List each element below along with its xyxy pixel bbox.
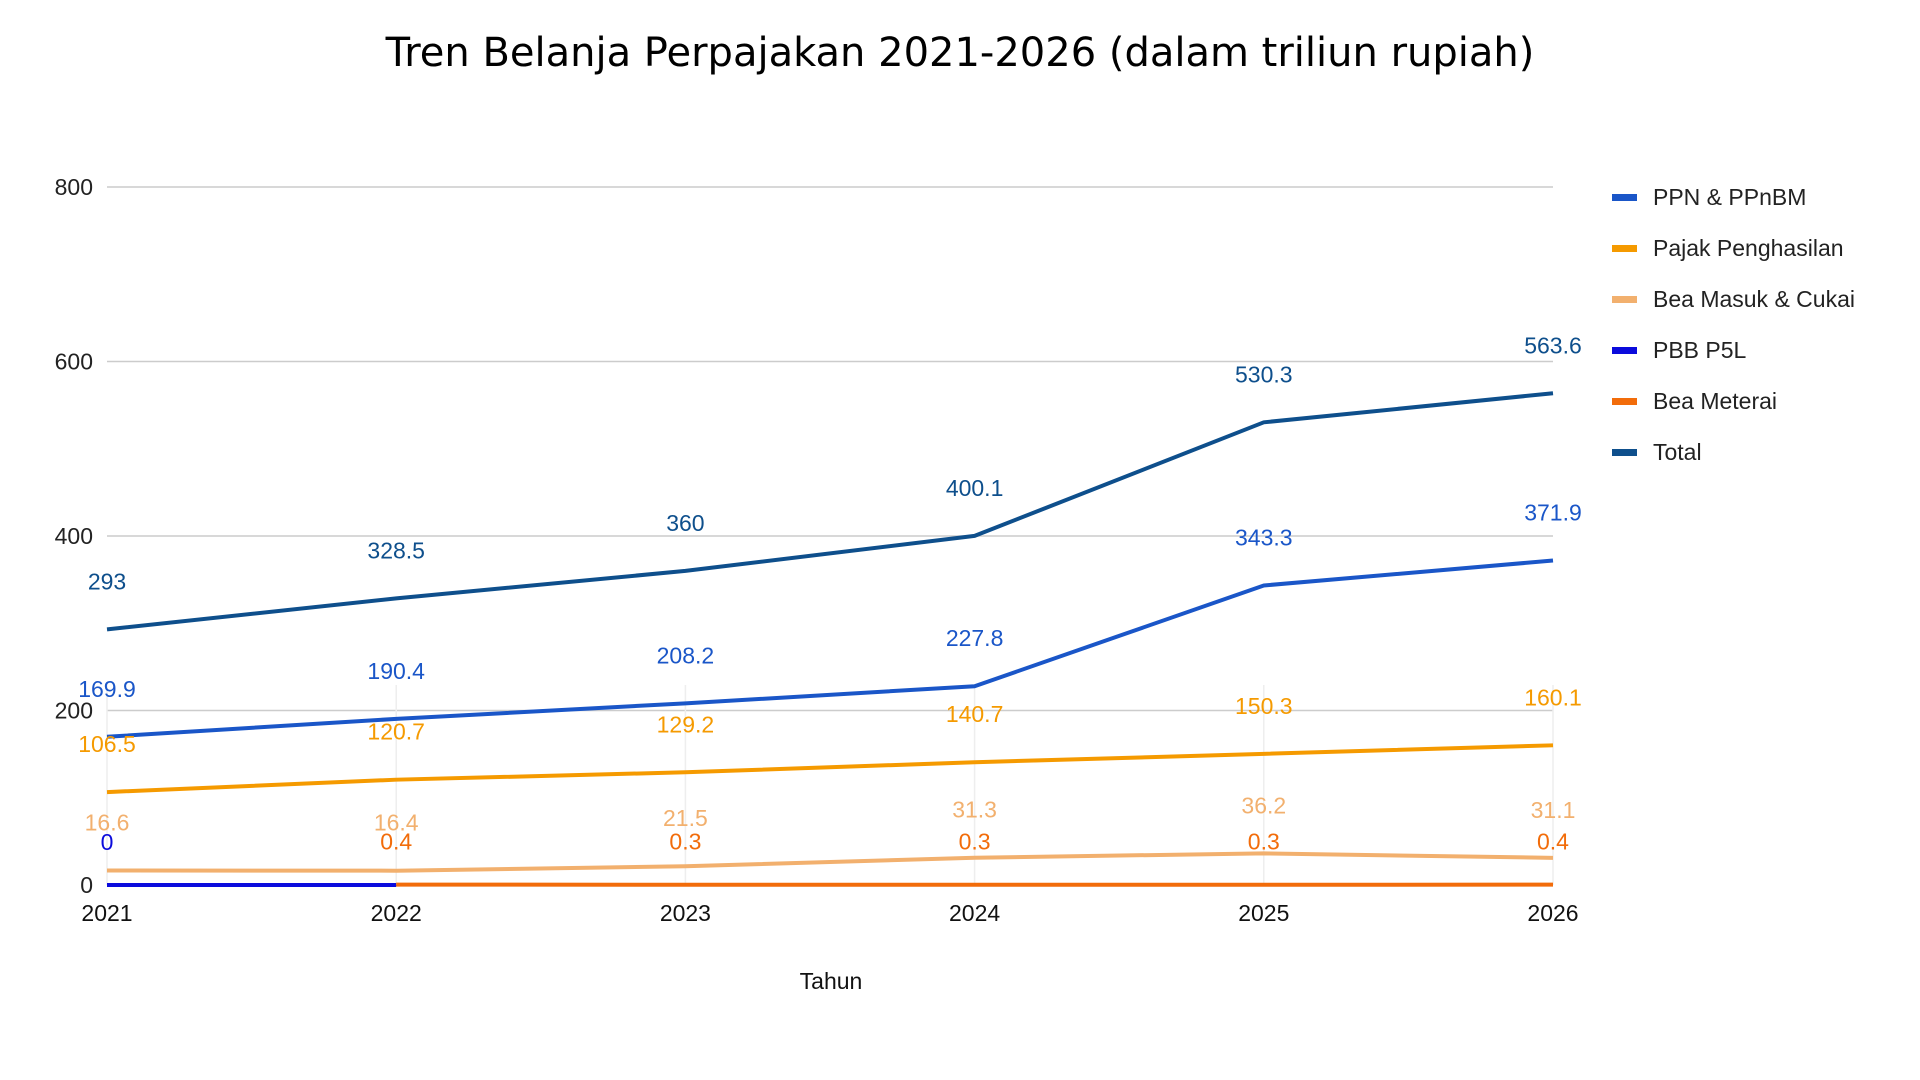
data-label: 0.4 (1537, 829, 1569, 855)
data-label: 0.4 (380, 829, 412, 855)
data-label: 31.3 (952, 797, 997, 823)
series-line-bea-masuk-cukai (106, 851, 1554, 873)
data-label: 0 (101, 829, 114, 855)
data-label: 150.3 (1235, 693, 1293, 719)
legend-item: Pajak Penghasilan (1612, 223, 1855, 274)
legend-item: Total (1612, 427, 1855, 478)
data-label: 190.4 (367, 658, 425, 684)
y-tick-label: 0 (80, 872, 93, 898)
legend-label: Total (1653, 439, 1702, 465)
x-tick-label: 2021 (81, 900, 132, 926)
data-label: 343.3 (1235, 524, 1293, 550)
legend-item: Bea Meterai (1612, 376, 1855, 427)
legend-item: PBB P5L (1612, 325, 1855, 376)
data-label: 36.2 (1241, 792, 1286, 818)
data-label: 31.1 (1531, 797, 1576, 823)
data-label: 0.3 (1248, 829, 1280, 855)
data-label: 106.5 (78, 731, 136, 757)
legend-label: Bea Masuk & Cukai (1653, 286, 1855, 312)
x-tick-label: 2025 (1238, 900, 1289, 926)
data-label: 328.5 (367, 537, 425, 563)
series-line-ppn-ppnbm (106, 558, 1554, 739)
data-label: 16.6 (85, 810, 130, 836)
y-tick-label: 200 (55, 698, 93, 724)
legend-swatch (1612, 194, 1637, 201)
data-label: 400.1 (946, 475, 1004, 501)
data-label: 371.9 (1524, 500, 1582, 526)
x-tick-label: 2024 (949, 900, 1000, 926)
x-tick-label: 2026 (1527, 900, 1578, 926)
data-label: 160.1 (1524, 684, 1582, 710)
legend-swatch (1612, 347, 1637, 354)
data-label: 140.7 (946, 701, 1004, 727)
legend-swatch (1612, 449, 1637, 456)
data-label: 227.8 (946, 625, 1004, 651)
data-label: 120.7 (367, 719, 425, 745)
data-label: 208.2 (657, 642, 715, 668)
data-label: 530.3 (1235, 361, 1293, 387)
legend: PPN & PPnBM Pajak Penghasilan Bea Masuk & … (1612, 172, 1855, 478)
legend-swatch (1612, 398, 1637, 405)
chart-title: Tren Belanja Perpajakan 2021-2026 (dalam… (385, 30, 1535, 76)
series-line-total (106, 391, 1554, 632)
x-tick-label: 2023 (660, 900, 711, 926)
legend-item: Bea Masuk & Cukai (1612, 274, 1855, 325)
data-label: 129.2 (657, 711, 715, 737)
legend-item: PPN & PPnBM (1612, 172, 1855, 223)
y-tick-label: 400 (55, 523, 93, 549)
data-label: 16.4 (374, 810, 419, 836)
y-tick-label: 800 (55, 174, 93, 200)
legend-swatch (1612, 296, 1637, 303)
data-label: 0.3 (959, 829, 991, 855)
data-label: 169.9 (78, 676, 136, 702)
x-tick-label: 2022 (371, 900, 422, 926)
data-label: 563.6 (1524, 332, 1582, 358)
data-label: 360 (666, 510, 704, 536)
legend-label: PBB P5L (1653, 337, 1747, 363)
data-label: 0.3 (669, 829, 701, 855)
y-tick-label: 600 (55, 349, 93, 375)
legend-label: PPN & PPnBM (1653, 184, 1807, 210)
series-line-pajak-penghasilan (106, 743, 1554, 795)
data-label: 21.5 (663, 805, 708, 831)
x-axis-title: Tahun (800, 968, 863, 994)
legend-swatch (1612, 245, 1637, 252)
data-label: 293 (88, 568, 126, 594)
legend-label: Bea Meterai (1653, 388, 1778, 414)
legend-label: Pajak Penghasilan (1653, 235, 1844, 261)
